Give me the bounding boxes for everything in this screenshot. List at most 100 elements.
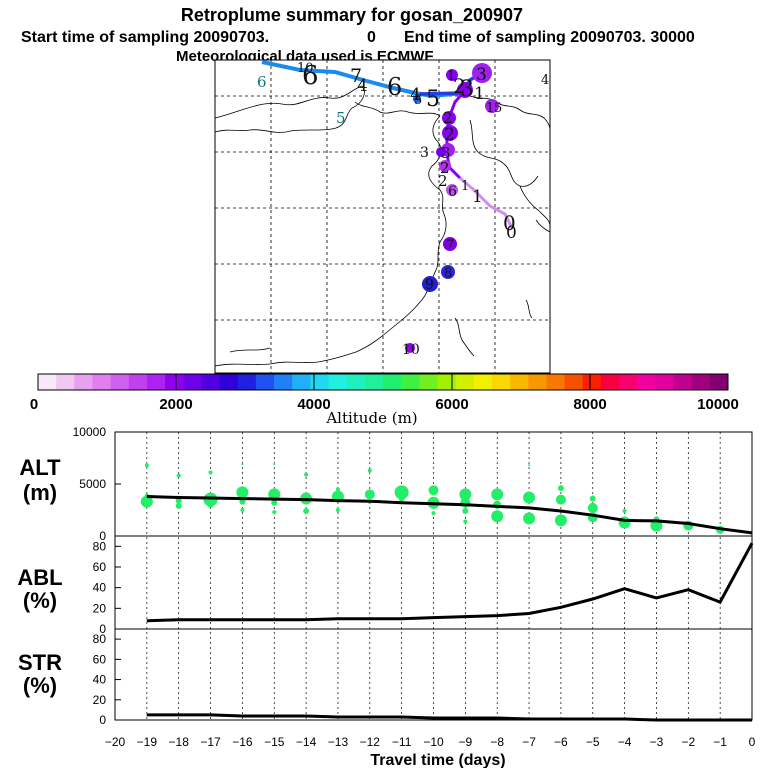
trajectory-marker <box>457 82 473 98</box>
alt-scatter-point <box>239 498 246 505</box>
colorbar-cell <box>419 374 438 390</box>
x-tick-label: −7 <box>522 735 536 749</box>
x-tick-label: −11 <box>392 735 412 749</box>
alt-scatter-point <box>523 491 536 504</box>
y-tick-label: 0 <box>99 622 106 636</box>
colorbar-cell <box>274 374 293 390</box>
alt-scatter-point <box>304 472 309 477</box>
colorbar-cell <box>346 374 366 390</box>
trajectory-marker <box>436 147 446 157</box>
x-tick-label: −3 <box>650 735 664 749</box>
sampling-zero: 0 <box>367 29 376 46</box>
trajectory-label: 8 <box>444 266 452 281</box>
colorbar-tick-label: 0 <box>30 396 38 413</box>
trajectory-label: 6 <box>448 184 457 200</box>
colorbar-cell <box>56 374 75 390</box>
colorbar-ticks <box>175 374 591 390</box>
colorbar-cell <box>128 374 148 390</box>
colorbar-cell <box>600 374 620 390</box>
alt-scatter-point <box>208 470 213 475</box>
colorbar-cell <box>38 374 57 390</box>
colorbar-cell <box>110 374 130 390</box>
trajectory-label: 7 <box>350 65 362 87</box>
y-tick-label: 20 <box>93 693 107 707</box>
alt-y-ticks: 0 5000 10000 <box>73 425 121 543</box>
trajectory-label: 3 <box>441 144 451 162</box>
alt-scatter-point <box>428 485 439 496</box>
alt-scatter-point <box>554 514 567 527</box>
x-tick-labels: −20 −19 −18 −17 −16 −15 −14 −13 −12 −11 −10 −9 −8 −7−… <box>105 735 756 749</box>
trajectory-label: 6 <box>387 73 402 101</box>
alt-scatter-point <box>140 495 153 508</box>
alt-scatter-point <box>207 501 214 508</box>
colorbar-cell <box>219 374 239 390</box>
alt-scatter-point <box>587 502 598 513</box>
sampling-end: End time of sampling 20090703. 30000 <box>404 29 695 46</box>
x-tick-label: −5 <box>586 735 600 749</box>
alt-scatter-point <box>273 463 276 466</box>
trajectory-marker <box>442 111 456 125</box>
colorbar-cell <box>491 374 511 390</box>
trajectory-marker <box>443 237 457 251</box>
colorbar-cell <box>292 374 311 390</box>
trajectory-label: 0 <box>506 223 517 243</box>
colorbar-cell <box>564 374 584 390</box>
x-tick-label: 0 <box>749 735 756 749</box>
trajectory-label: 5 <box>336 109 346 127</box>
alt-scatter-point <box>303 508 310 515</box>
trajectory-label: 2 <box>453 74 466 98</box>
x-tick-label: −2 <box>681 735 695 749</box>
colorbar-cell <box>237 374 257 390</box>
map-panel: 6 10 6 7 4 6 4 5 5 5 1 3 2 3 1 4 1 5 2 2… <box>214 59 551 374</box>
colorbar-cell <box>619 374 638 390</box>
alt-scatter-point <box>394 485 409 500</box>
trajectory-label: 10 <box>297 61 314 76</box>
trajectory-label: 5 <box>414 93 422 108</box>
alt-scatter-point <box>622 509 627 514</box>
trajectory-marker <box>422 276 438 292</box>
trajectory-line-source <box>459 176 514 229</box>
colorbar-cell <box>383 374 402 390</box>
x-tick-label: −8 <box>490 735 504 749</box>
trajectory-label: 3 <box>476 65 487 85</box>
trajectory-label: 5 <box>494 101 502 116</box>
alt-scatter-point <box>432 466 435 469</box>
trajectory-marker <box>441 265 455 279</box>
colorbar-tick-label: 8000 <box>573 396 606 413</box>
alt-scatter-point <box>431 511 436 516</box>
colorbar-label: Altitude (m) <box>325 409 417 427</box>
colorbar-cell <box>528 374 547 390</box>
alt-scatter-point <box>335 487 340 492</box>
x-tick-label: −17 <box>200 735 221 749</box>
x-tick-label: −14 <box>296 735 317 749</box>
alt-scatter-point <box>364 489 375 500</box>
str-panel-label: STR <box>18 650 62 675</box>
alt-scatter-point <box>236 486 249 499</box>
x-tick-label: −6 <box>554 735 568 749</box>
colorbar-cell <box>655 374 675 390</box>
x-tick-label: −12 <box>360 735 381 749</box>
colorbar-cell <box>255 374 275 390</box>
y-tick-label: 60 <box>93 652 107 666</box>
trajectory-marker <box>442 125 458 141</box>
alt-scatter-point <box>240 508 245 512</box>
alt-scatter-point <box>241 463 244 466</box>
colorbar-cell <box>691 374 711 390</box>
colorbar-cell <box>637 374 656 390</box>
y-tick-label: 80 <box>93 539 107 553</box>
trajectory-label: 4 <box>357 76 368 96</box>
sampling-start: Start time of sampling 20090703. <box>21 29 269 46</box>
alt-scatter-point <box>463 519 468 524</box>
y-tick-label: 20 <box>93 601 107 615</box>
alt-scatter-point <box>555 494 566 505</box>
colorbar-frame <box>37 373 729 391</box>
alt-scatter-point <box>491 488 504 501</box>
y-tick-label: 80 <box>93 632 107 646</box>
map-gridlines <box>215 60 550 373</box>
colorbar-tick-label: 6000 <box>435 396 468 413</box>
trajectory-label: 1 <box>472 187 483 207</box>
colorbar-cell <box>310 374 330 390</box>
colorbar-cell <box>401 374 420 390</box>
timeseries-panels: ALT (m) ABL (%) STR (%) 0 5000 10000 0 20 40… <box>17 425 755 768</box>
